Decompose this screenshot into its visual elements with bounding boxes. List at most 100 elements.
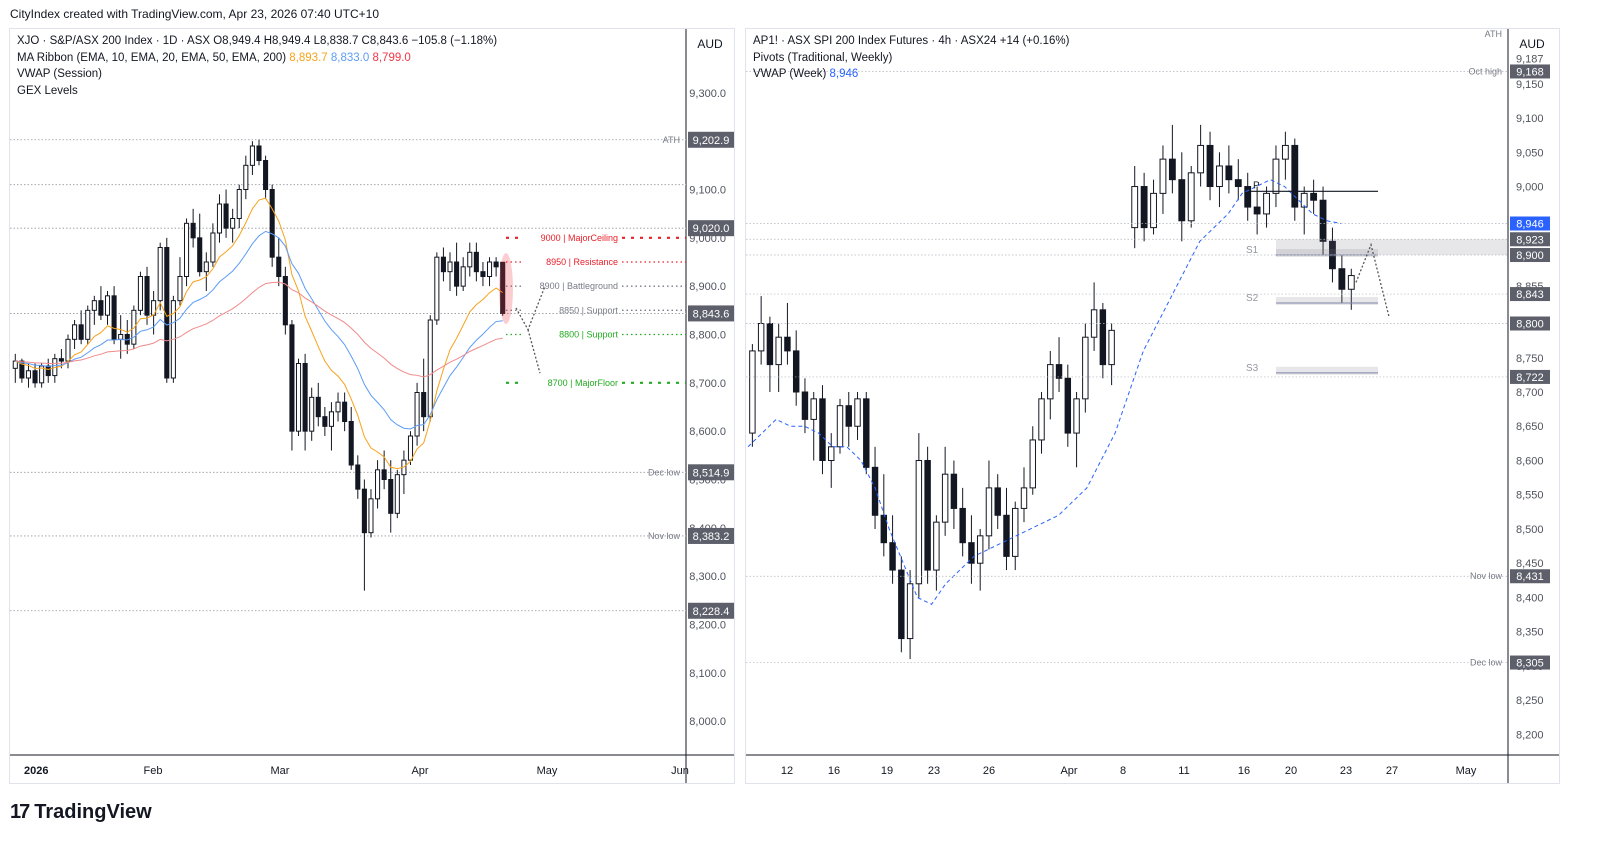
spi-candle: [1244, 186, 1252, 208]
spi-chart-svg[interactable]: AUDATH9,1879,1509,1009,0509,0008,8558,75…: [746, 29, 1559, 783]
xjo-candle: [111, 295, 117, 340]
pivot-label: S2: [1246, 293, 1259, 304]
vwap-session-legend[interactable]: VWAP (Session): [17, 68, 102, 80]
pivot-zone: [1276, 296, 1378, 305]
y-tick-label: 8,300.0: [689, 571, 726, 583]
spi-candle: [1168, 158, 1176, 181]
price-label-text: 8,843.6: [693, 308, 730, 320]
xjo-candle: [65, 338, 71, 362]
spi-candle: [1029, 439, 1036, 489]
xjo-candle: [131, 309, 137, 345]
ema10-line: [15, 197, 503, 470]
gex-label: 8900 | Battleground: [540, 281, 618, 291]
vwap-week-legend[interactable]: VWAP (Week) 8,946: [753, 66, 1069, 83]
pivot-label: S1: [1246, 245, 1259, 256]
y-tick-label: 9,100: [1516, 113, 1544, 125]
spi-candle: [1253, 206, 1261, 215]
x-axis-label: 27: [1386, 765, 1398, 777]
xjo-symbol-ohlc[interactable]: XJO · S&P/ASX 200 Index · 1D · ASX O8,94…: [17, 35, 498, 47]
price-label-box: [688, 602, 734, 619]
y-tick-label: 9,050: [1516, 147, 1544, 159]
xjo-chart-svg[interactable]: AUD9,300.09,200.09,100.09,000.08,900.08,…: [10, 29, 734, 783]
price-label-box: [688, 220, 734, 237]
spi-candle: [1197, 144, 1205, 174]
ema50-line: [15, 281, 503, 378]
price-label-box: [1510, 248, 1550, 263]
xjo-candle: [236, 189, 242, 219]
x-axis-label: Apr: [1060, 765, 1077, 777]
x-axis-label: Apr: [411, 765, 428, 777]
spi-candle: [1319, 199, 1327, 242]
price-label-box: [688, 305, 734, 322]
resistance-band: [1276, 239, 1508, 256]
price-label-text: 8,383.2: [693, 531, 730, 543]
spi-candle: [810, 398, 817, 420]
spi-candle: [1234, 179, 1242, 188]
spi-candle: [1159, 158, 1167, 194]
spi-candle: [1338, 268, 1346, 290]
x-axis-label: May: [537, 765, 558, 777]
xjo-candle: [328, 411, 334, 427]
xjo-candle: [309, 396, 315, 432]
price-label-text: 8,946: [1516, 219, 1544, 231]
price-label-text: 8,900: [1516, 250, 1544, 262]
y-tick-label: 8,650: [1516, 421, 1544, 433]
xjo-candle: [58, 358, 64, 362]
pivot-zone: [1276, 366, 1378, 375]
xjo-candle: [295, 363, 302, 432]
ema20-line: [15, 230, 503, 430]
price-label-text: 9,202.9: [693, 135, 730, 147]
xjo-candle: [454, 261, 460, 287]
gex-levels-legend[interactable]: GEX Levels: [17, 84, 78, 97]
ema20-value: 8,833.0: [330, 51, 370, 64]
price-label-text: 8,431: [1516, 571, 1544, 583]
xjo-candle: [91, 300, 97, 311]
spi-legend: AP1! · ASX SPI 200 Index Futures · 4h · …: [753, 33, 1069, 83]
ema50-value: 8,799.0: [372, 51, 411, 64]
spi-candle: [915, 459, 923, 585]
xjo-daily-chart-panel[interactable]: AUD9,300.09,200.09,100.09,000.08,900.08,…: [9, 28, 735, 784]
spi-candle: [1090, 309, 1098, 338]
spi-candle: [985, 487, 993, 537]
x-axis-label: 26: [983, 765, 995, 777]
spi-candle: [819, 398, 826, 461]
xjo-candle: [342, 401, 348, 422]
spi-candle: [1263, 192, 1270, 215]
y-tick-label: 9,100.0: [689, 185, 726, 197]
price-label-box: [1510, 316, 1550, 331]
y-tick-label: 8,600: [1516, 455, 1544, 467]
xjo-candle: [203, 261, 209, 273]
xjo-candle: [414, 392, 420, 437]
spi-futures-chart-panel[interactable]: AUD ATH 9,187 9,150 9,100 9,050 9,000 8,855 8,75…: [745, 28, 1560, 784]
gex-label: 8800 | Support: [559, 330, 618, 340]
ma-ribbon-label: MA Ribbon (EMA, 10, EMA, 20, EMA, 50, EM…: [17, 51, 287, 64]
xjo-candle: [434, 256, 440, 321]
xjo-candle: [39, 365, 45, 384]
spi-symbol-change[interactable]: AP1! · ASX SPI 200 Index Futures · 4h · …: [753, 35, 1070, 47]
xjo-legend: XJO · S&P/ASX 200 Index · 1D · ASX O8,94…: [17, 33, 497, 99]
spi-candle: [828, 446, 835, 461]
spi-candle: [1082, 336, 1089, 400]
gex-label: 8700 | MajorFloor: [548, 378, 618, 388]
price-label-box: [688, 131, 734, 148]
chart-attribution: CityIndex created with TradingView.com, …: [10, 7, 379, 21]
x-axis-label: 16: [1238, 765, 1250, 777]
spi-candle: [784, 336, 791, 352]
xjo-candle: [322, 416, 328, 427]
x-axis-label: 19: [881, 765, 893, 777]
spi-candle: [1064, 377, 1072, 434]
xjo-candle: [388, 479, 394, 514]
x-axis-label: Jun: [671, 765, 689, 777]
price-label-text: 8,514.9: [693, 467, 730, 479]
pivots-legend[interactable]: Pivots (Traditional, Weekly): [753, 51, 893, 64]
vwap-week-value: 8,946: [829, 68, 859, 80]
scenario-arrows: [1355, 242, 1390, 317]
x-axis-label: 11: [1178, 765, 1189, 777]
xjo-candle: [104, 295, 111, 316]
spi-candle: [889, 542, 896, 571]
x-axis-label: 23: [1340, 765, 1352, 777]
ma-ribbon-legend[interactable]: MA Ribbon (EMA, 10, EMA, 20, EMA, 50, EM…: [17, 50, 497, 67]
xjo-candle: [467, 251, 473, 268]
tradingview-footer[interactable]: 17 TradingView: [10, 801, 152, 824]
x-axis-label: Mar: [271, 765, 290, 777]
